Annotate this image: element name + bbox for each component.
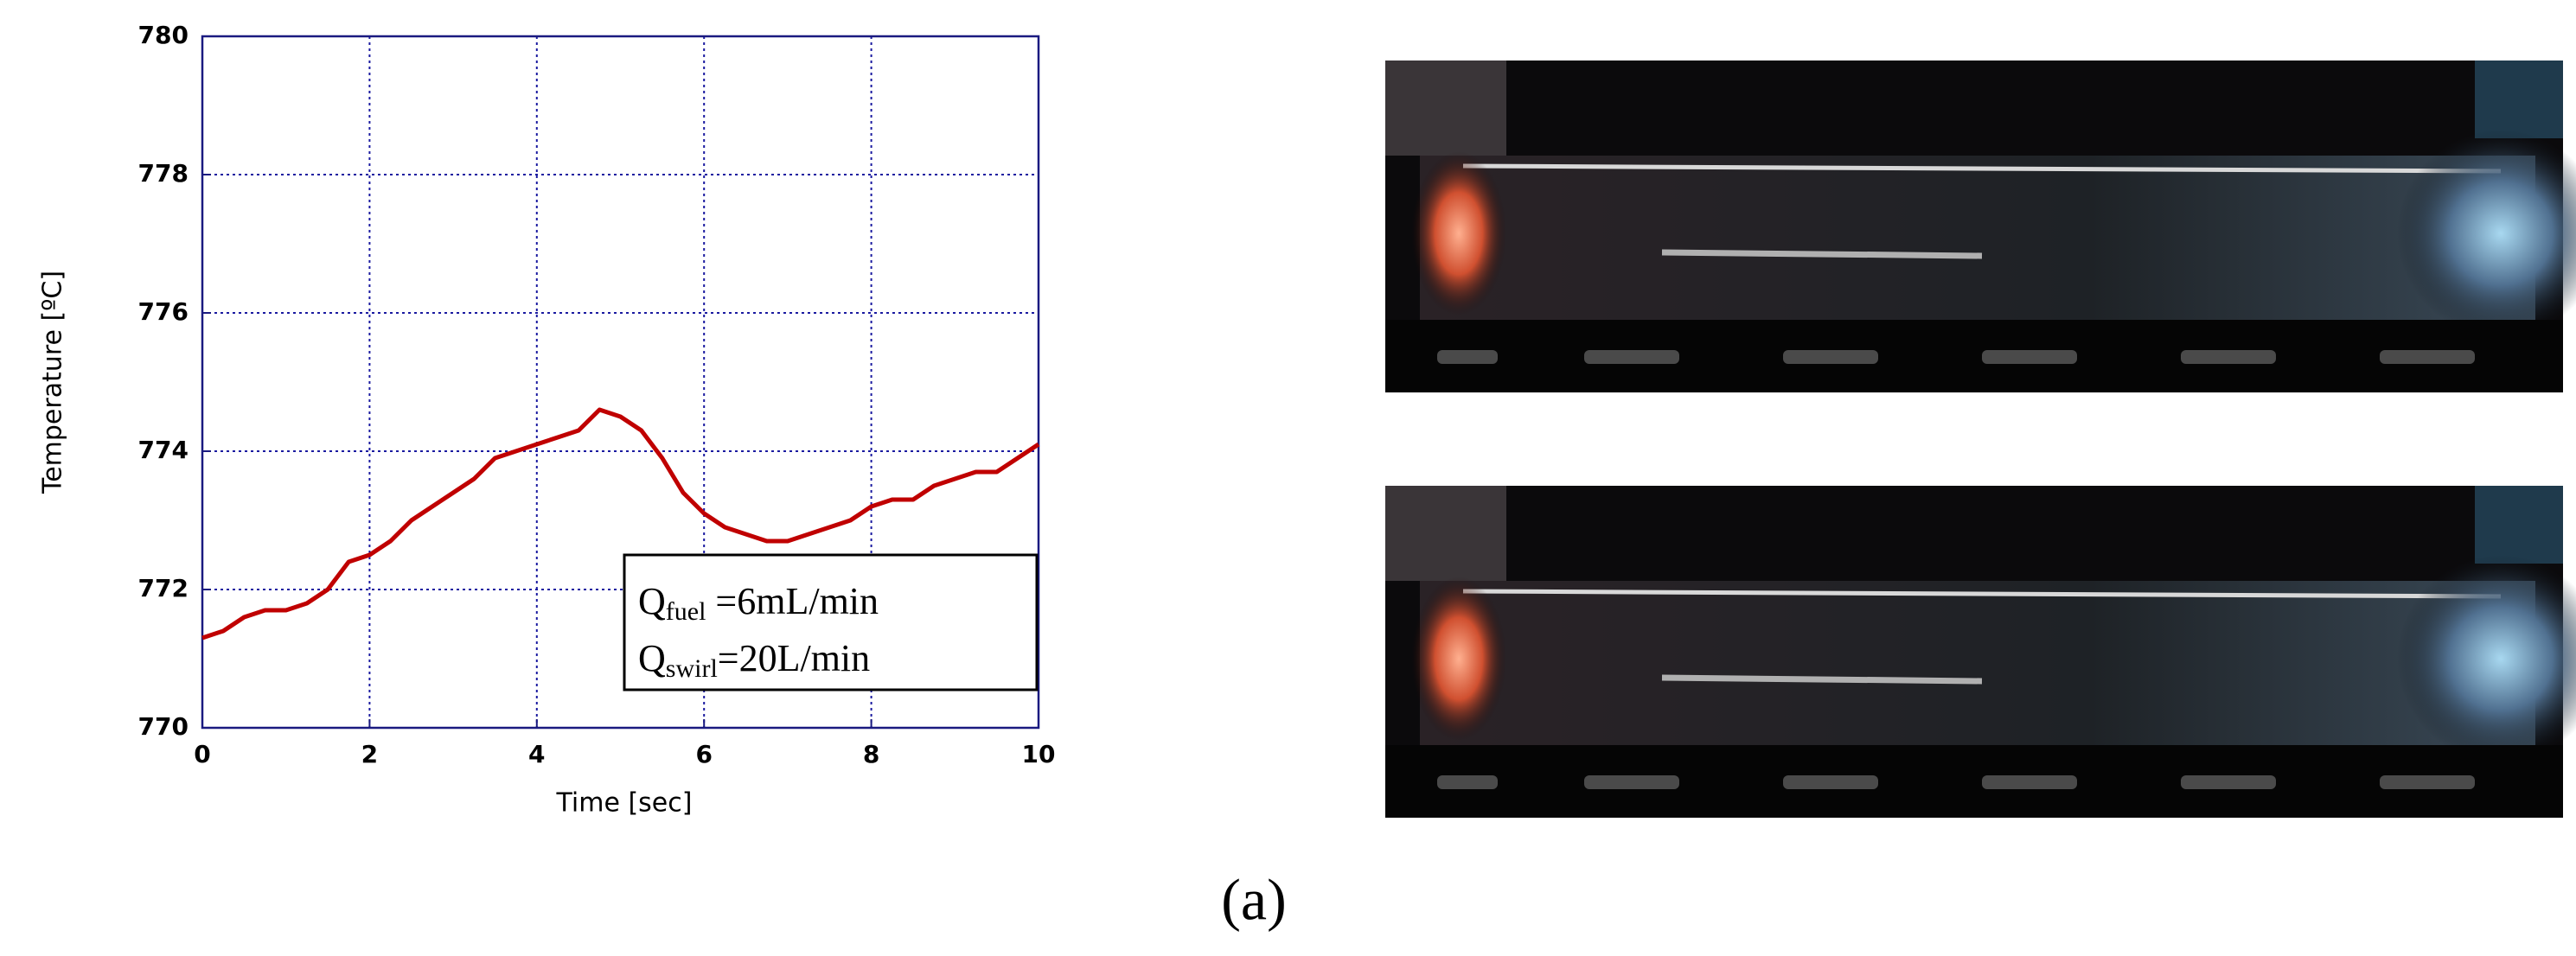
- y-tick-label: 774: [138, 436, 189, 464]
- y-tick-label: 780: [138, 21, 189, 49]
- y-tick-label: 770: [138, 712, 189, 741]
- annotation-box: [623, 553, 1039, 692]
- x-tick-label: 4: [528, 740, 545, 768]
- photo-bottom: [1385, 486, 2576, 818]
- x-tick-label: 6: [695, 740, 712, 768]
- annotation-text: Qswirl=20L/min: [638, 637, 870, 683]
- annotation-rest: =20L/min: [718, 637, 870, 679]
- annotation-text: Qfuel =6mL/min: [638, 580, 879, 626]
- y-tick-label: 772: [138, 574, 189, 602]
- annotation-main: Q: [638, 637, 666, 679]
- x-tick-label: 10: [1022, 740, 1056, 768]
- x-axis-label: Time [sec]: [556, 788, 693, 819]
- annotation-main: Q: [638, 580, 666, 622]
- annotation-rest: =6mL/min: [706, 580, 879, 622]
- x-tick-label: 8: [863, 740, 879, 768]
- x-tick-label: 0: [194, 740, 210, 768]
- photo-top: [1385, 61, 2576, 392]
- x-tick-label: 2: [361, 740, 378, 768]
- y-tick-label: 778: [138, 159, 189, 188]
- annotation-sub: fuel: [666, 597, 706, 626]
- annotation-sub: swirl: [666, 654, 718, 683]
- y-axis-label: Temperature [ºC]: [38, 271, 68, 494]
- data-line: [201, 407, 1040, 641]
- plot-frame: [201, 35, 1040, 730]
- y-tick-label: 776: [138, 297, 189, 326]
- caption: (a): [1221, 867, 1286, 933]
